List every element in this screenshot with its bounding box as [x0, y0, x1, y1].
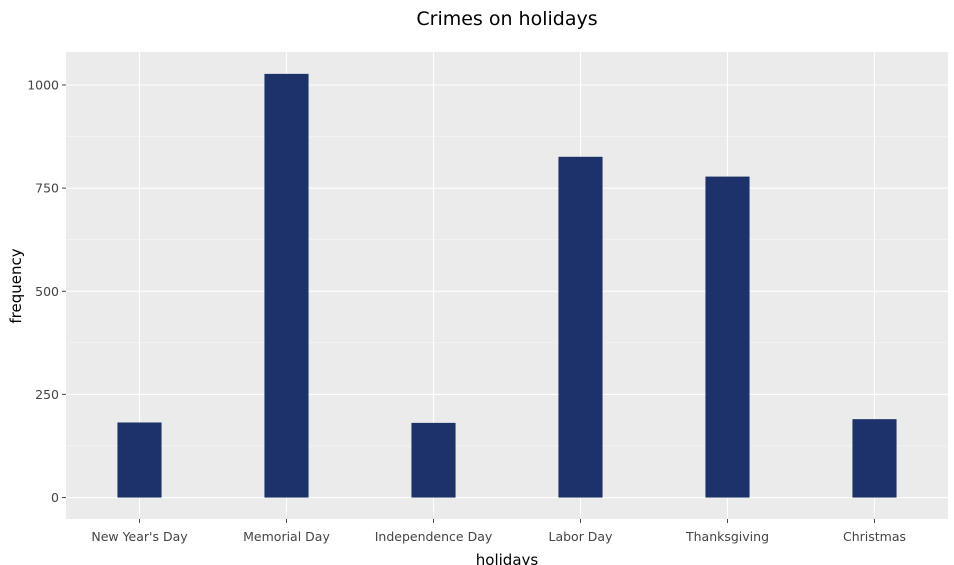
chart-title: Crimes on holidays	[416, 8, 597, 30]
bars	[117, 73, 897, 498]
x-tick-label: Christmas	[843, 529, 906, 544]
plot-panel	[66, 52, 948, 519]
y-tick-label: 500	[35, 284, 59, 299]
y-tick-label: 250	[35, 387, 59, 402]
x-axis-title: holidays	[476, 551, 539, 565]
x-axis-ticks: New Year's Day Memorial Day Independence D…	[91, 519, 906, 544]
y-tick-label: 750	[35, 181, 59, 196]
bar	[558, 156, 603, 498]
x-tick-label: New Year's Day	[91, 529, 188, 544]
y-tick-label: 0	[51, 490, 59, 505]
bar	[264, 73, 309, 498]
y-axis-title: frequency	[7, 248, 25, 323]
bar	[117, 422, 162, 498]
x-tick-label: Memorial Day	[243, 529, 330, 544]
x-tick-label: Thanksgiving	[685, 529, 769, 544]
x-tick-label: Independence Day	[375, 529, 493, 544]
bar	[705, 176, 750, 498]
bar	[411, 422, 456, 498]
y-axis-ticks: 0 250 500 750 1000	[27, 78, 66, 505]
y-tick-label: 1000	[27, 78, 59, 93]
x-tick-label: Labor Day	[548, 529, 613, 544]
bar	[852, 419, 897, 498]
